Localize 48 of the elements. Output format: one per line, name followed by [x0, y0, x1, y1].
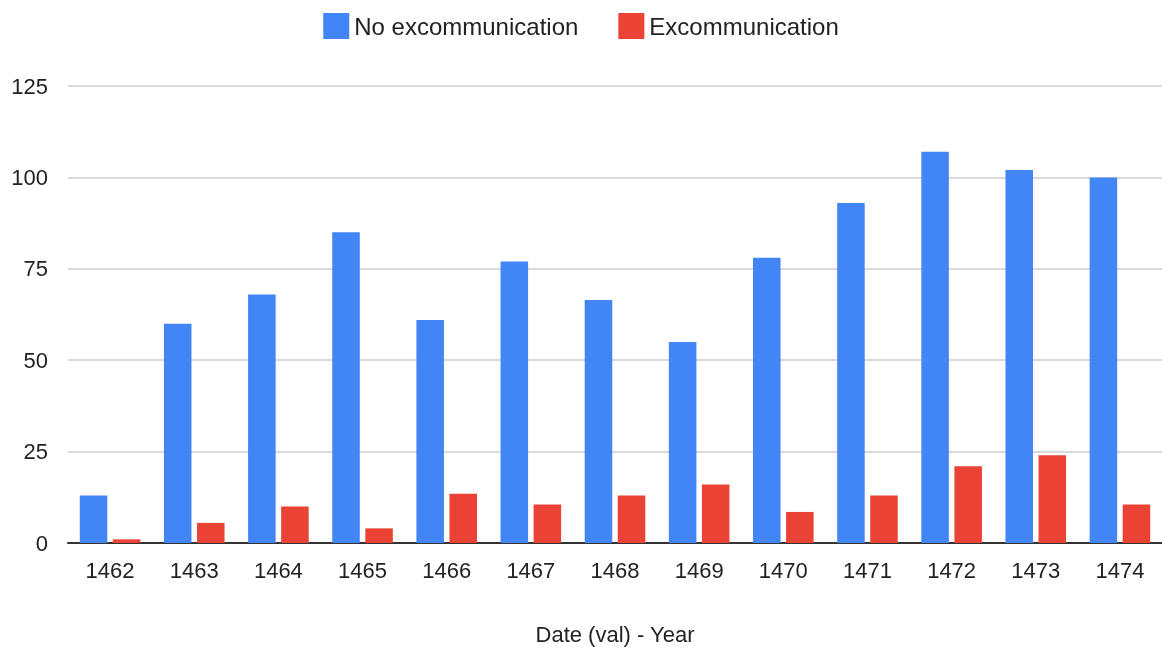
y-tick-label: 25	[23, 439, 48, 465]
x-tick-label: 1473	[1011, 557, 1061, 583]
bar	[416, 319, 444, 543]
bar	[449, 493, 477, 543]
bar	[533, 504, 562, 543]
x-tick-label: 1466	[422, 557, 472, 583]
bar	[668, 341, 697, 543]
y-tick-label: 100	[11, 164, 48, 190]
x-tick-label: 1462	[85, 557, 135, 583]
bar	[163, 323, 192, 543]
y-tick-label: 125	[11, 73, 48, 99]
bar	[500, 261, 529, 543]
bar	[1038, 455, 1067, 543]
bar	[870, 495, 898, 543]
x-axis-title: Date (val) - Year	[535, 621, 695, 647]
bar	[112, 539, 141, 543]
legend-label: No excommunication	[354, 12, 579, 40]
bar	[1122, 504, 1151, 543]
bar	[248, 294, 276, 543]
bar	[196, 522, 225, 543]
x-tick-label: 1471	[842, 557, 892, 583]
bar	[584, 299, 613, 543]
y-tick-label: 50	[23, 347, 48, 373]
x-tick-label: 1472	[927, 557, 977, 583]
bar	[617, 495, 646, 543]
x-tick-label: 1470	[758, 557, 808, 583]
x-tick-label: 1474	[1095, 557, 1145, 583]
bar	[281, 506, 309, 543]
x-tick-label: 1464	[253, 557, 303, 583]
y-tick-label: 0	[35, 530, 48, 556]
x-tick-label: 1469	[674, 557, 724, 583]
bar	[786, 511, 814, 543]
x-tick-label: 1463	[169, 557, 219, 583]
bar	[1005, 170, 1034, 543]
legend-label: Excommunication	[649, 12, 839, 40]
y-tick-label: 75	[23, 256, 48, 282]
x-tick-label: 1465	[338, 557, 388, 583]
x-tick-label: 1468	[590, 557, 640, 583]
bar	[332, 232, 360, 543]
x-tick-label: 1467	[506, 557, 556, 583]
bar	[753, 257, 781, 543]
bar	[79, 495, 108, 543]
bar	[701, 484, 730, 543]
bar	[954, 466, 982, 543]
bar	[921, 151, 949, 543]
bar	[1089, 177, 1118, 543]
bar	[365, 528, 393, 543]
bar	[837, 202, 865, 543]
